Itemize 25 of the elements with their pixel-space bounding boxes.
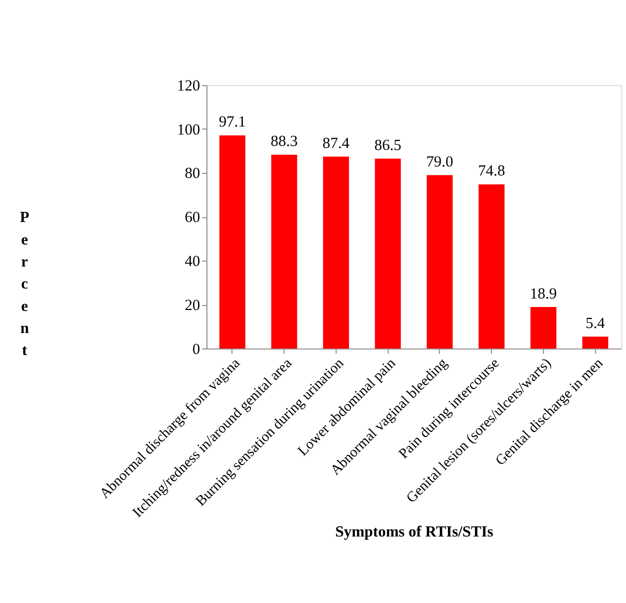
- data-label: 97.1: [218, 114, 246, 131]
- y-tick-label: 100: [177, 121, 200, 138]
- data-label: 5.4: [586, 314, 606, 332]
- bar: [323, 156, 349, 348]
- x-axis-title: Symptoms of RTIs/STIs: [335, 524, 494, 541]
- bar: [219, 135, 246, 348]
- bar: [374, 158, 401, 348]
- y-tick-label: 20: [184, 296, 200, 314]
- data-label: 88.3: [270, 133, 298, 150]
- data-label: 86.5: [374, 136, 402, 154]
- bar: [582, 336, 608, 348]
- bar: [530, 306, 556, 348]
- data-label: 74.8: [478, 162, 506, 180]
- y-tick-label: 80: [184, 165, 200, 182]
- y-tick-label: 40: [184, 252, 200, 270]
- y-tick-label: 60: [184, 209, 200, 226]
- y-tick-label: 0: [192, 340, 200, 358]
- data-label: 79.0: [426, 153, 454, 170]
- data-label: 87.4: [322, 134, 350, 152]
- bar: [478, 184, 505, 348]
- bar: [426, 175, 453, 348]
- data-label: 18.9: [530, 285, 558, 302]
- y-axis-title: Percent: [20, 209, 30, 360]
- bar: [271, 154, 298, 348]
- y-tick-label: 120: [177, 77, 200, 94]
